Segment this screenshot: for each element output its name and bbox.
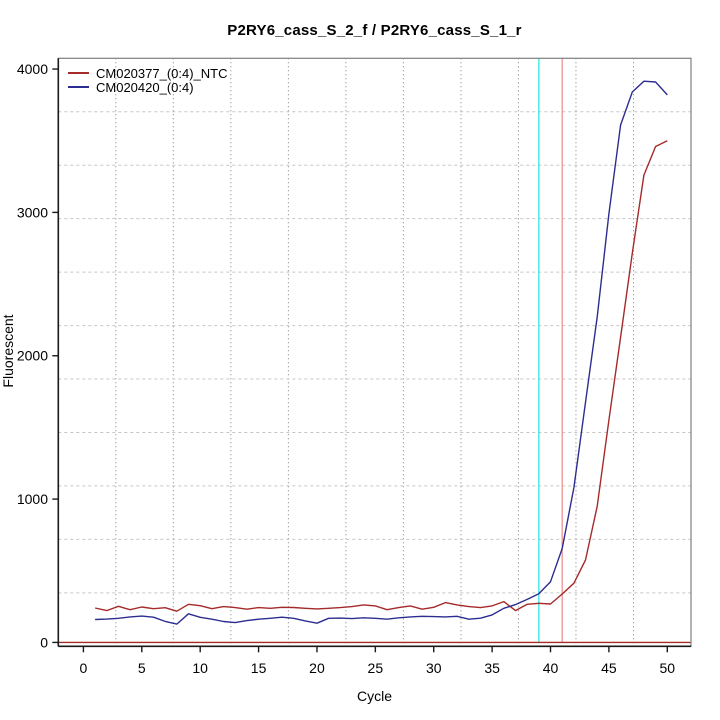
x-tick-label: 0 bbox=[80, 660, 88, 676]
x-tick-label: 10 bbox=[192, 660, 208, 676]
x-tick-label: 40 bbox=[543, 660, 559, 676]
x-axis-ticks: 0 5 10 15 20 25 30 35 40 45 50 bbox=[80, 646, 676, 676]
legend-item-sample: CM020420_(0:4) bbox=[68, 79, 228, 95]
legend-line-red-icon bbox=[68, 72, 89, 74]
y-tick-label: 3000 bbox=[17, 204, 48, 220]
plot-border-box bbox=[57, 57, 692, 647]
x-tick-label: 5 bbox=[138, 660, 146, 676]
y-tick-label: 4000 bbox=[17, 61, 48, 77]
legend: CM020377_(0:4)_NTC CM020420_(0:4) bbox=[68, 65, 228, 95]
series-line-CM020420_(0:4) bbox=[95, 80, 668, 625]
chart-title: P2RY6_cass_S_2_f / P2RY6_cass_S_1_r bbox=[227, 22, 522, 39]
x-axis-label: Cycle bbox=[356, 688, 392, 704]
x-tick-label: 50 bbox=[660, 660, 676, 676]
y-tick-label: 0 bbox=[40, 634, 48, 650]
y-tick-label: 1000 bbox=[17, 491, 48, 507]
series-line-CM020377_(0:4)_NTC bbox=[94, 140, 668, 612]
x-tick-label: 15 bbox=[251, 660, 267, 676]
x-tick-label: 45 bbox=[601, 660, 617, 676]
legend-line-blue-icon bbox=[68, 86, 89, 88]
x-tick-label: 25 bbox=[368, 660, 384, 676]
y-tick-label: 2000 bbox=[17, 348, 48, 364]
legend-label-ntc: CM020377_(0:4)_NTC bbox=[96, 65, 228, 81]
legend-item-ntc: CM020377_(0:4)_NTC bbox=[68, 65, 228, 81]
legend-label-sample: CM020420_(0:4) bbox=[96, 79, 194, 95]
x-tick-label: 20 bbox=[309, 660, 325, 676]
x-tick-label: 35 bbox=[484, 660, 500, 676]
gridlines bbox=[58, 58, 691, 647]
y-axis-ticks: 0 1000 2000 3000 4000 bbox=[17, 61, 59, 650]
x-tick-label: 30 bbox=[426, 660, 442, 676]
